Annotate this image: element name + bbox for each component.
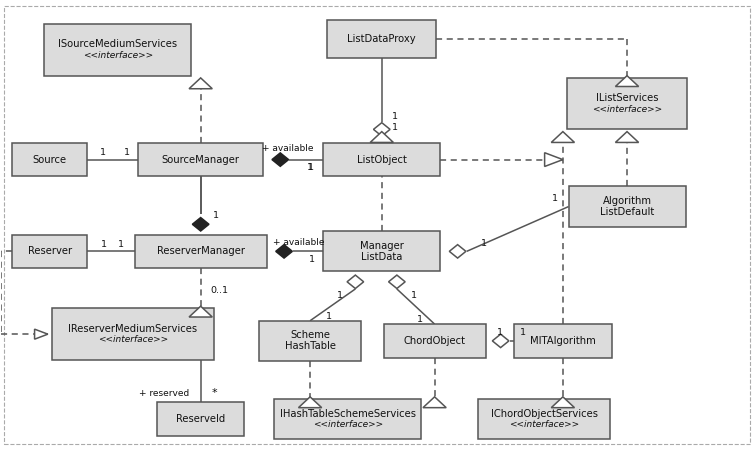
FancyBboxPatch shape [514,324,612,358]
Polygon shape [551,397,575,408]
FancyBboxPatch shape [135,234,267,268]
FancyBboxPatch shape [327,20,436,58]
Text: ListData: ListData [361,252,402,262]
Text: *: * [212,388,217,398]
Text: Scheme: Scheme [290,330,330,340]
Text: ISourceMediumServices: ISourceMediumServices [58,40,177,49]
Text: IChordObjectServices: IChordObjectServices [491,409,597,418]
Text: ListObject: ListObject [357,154,407,165]
Text: <<interface>>: <<interface>> [509,420,579,429]
Text: Algorithm: Algorithm [603,196,652,206]
Text: 1: 1 [309,255,315,264]
Text: 1: 1 [337,291,343,300]
FancyBboxPatch shape [383,324,485,358]
Polygon shape [551,132,575,142]
Text: <<interface>>: <<interface>> [313,420,383,429]
FancyBboxPatch shape [324,231,440,272]
Text: <<interface>>: <<interface>> [592,105,662,114]
Text: <<interface>>: <<interface>> [82,51,153,60]
Text: ReserverManager: ReserverManager [156,247,245,256]
Text: <<interface>>: <<interface>> [98,335,168,344]
Text: 1: 1 [552,194,558,203]
Polygon shape [189,306,212,317]
Text: 1: 1 [307,163,313,172]
Text: 1: 1 [100,148,106,158]
Text: IHashTableSchemeServices: IHashTableSchemeServices [280,409,416,418]
Text: Reserver: Reserver [28,247,72,256]
Polygon shape [299,397,322,408]
Text: 1: 1 [118,240,124,249]
Text: IReserverMediumServices: IReserverMediumServices [68,324,197,334]
Text: 1: 1 [124,148,130,158]
Polygon shape [449,245,466,258]
FancyBboxPatch shape [569,186,686,227]
Text: 1: 1 [497,328,503,337]
Text: 1: 1 [101,240,107,249]
Text: Source: Source [33,154,67,165]
FancyBboxPatch shape [274,399,421,440]
FancyBboxPatch shape [259,321,361,361]
Polygon shape [276,245,293,258]
Text: IListServices: IListServices [596,93,658,103]
Text: 1: 1 [392,123,398,132]
Polygon shape [492,334,509,348]
Text: + available: + available [262,144,314,153]
Text: 1: 1 [326,312,332,321]
Polygon shape [272,153,289,166]
FancyBboxPatch shape [567,78,687,129]
Text: HashTable: HashTable [284,342,336,352]
Text: ListDefault: ListDefault [600,207,654,217]
Text: 1: 1 [308,163,314,172]
Text: Manager: Manager [360,241,404,251]
Text: 1: 1 [481,239,487,248]
FancyBboxPatch shape [44,24,191,76]
FancyBboxPatch shape [478,399,610,440]
Text: 1: 1 [417,315,423,324]
FancyBboxPatch shape [51,308,214,360]
Polygon shape [347,275,364,289]
Text: 1: 1 [212,211,218,220]
Text: ChordObject: ChordObject [404,336,466,346]
Polygon shape [615,132,639,142]
FancyBboxPatch shape [157,402,244,436]
Polygon shape [423,397,446,408]
Text: MITAlgorithm: MITAlgorithm [530,336,596,346]
Polygon shape [35,329,48,339]
Text: 1: 1 [520,328,526,337]
FancyBboxPatch shape [138,143,263,176]
FancyBboxPatch shape [12,234,88,268]
Polygon shape [389,275,405,289]
Polygon shape [189,78,212,89]
Text: ListDataProxy: ListDataProxy [348,34,416,44]
Text: + available: + available [274,238,325,247]
Polygon shape [373,123,390,136]
Text: 1: 1 [411,291,417,300]
Text: SourceManager: SourceManager [162,154,240,165]
Text: 0..1: 0..1 [210,286,228,295]
Polygon shape [370,132,393,142]
FancyBboxPatch shape [12,143,88,176]
FancyBboxPatch shape [324,143,440,176]
Polygon shape [615,76,639,87]
Text: 1: 1 [392,112,398,121]
Text: ReserveId: ReserveId [176,414,225,424]
Text: + reserved: + reserved [139,389,190,398]
Polygon shape [544,153,563,167]
Polygon shape [192,218,209,231]
